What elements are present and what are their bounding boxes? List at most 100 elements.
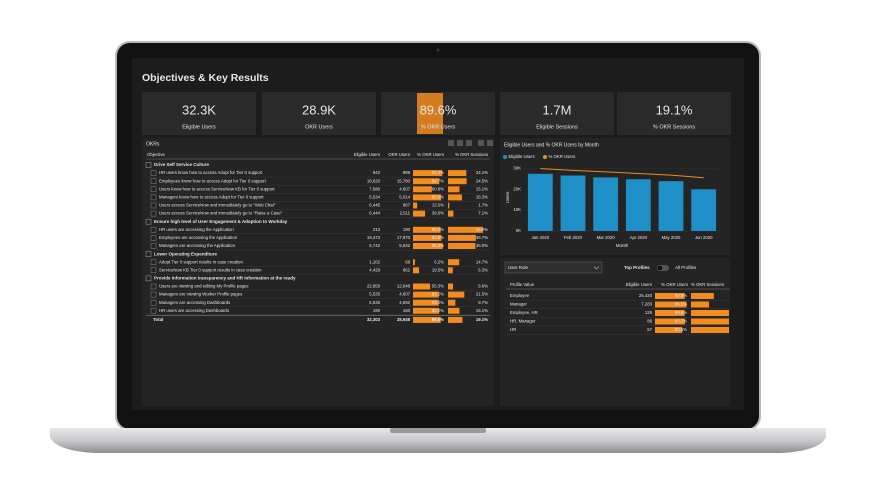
okr-users-bar bbox=[655, 310, 685, 316]
okr-sessions-bar bbox=[691, 327, 729, 333]
group-label: Ensure high level of User Engagement & A… bbox=[154, 219, 288, 224]
column-header: Objective bbox=[147, 152, 166, 157]
y-tick-label: 0K bbox=[516, 228, 521, 233]
cell: 15.1% bbox=[476, 308, 488, 313]
row-icon bbox=[150, 210, 157, 217]
cell: 6.3% bbox=[478, 267, 488, 272]
row-icon bbox=[150, 235, 157, 241]
cell: 5,742 bbox=[369, 243, 380, 248]
y-tick-label: 10K bbox=[513, 207, 521, 212]
eligible: 7,283 bbox=[641, 302, 652, 307]
toggle-left: Top Profiles bbox=[624, 265, 650, 270]
dashboard: 32.3K Eligible Users 28.9K OKR Users 89.6% % … bbox=[142, 92, 731, 406]
cell: 84.7% bbox=[432, 178, 444, 183]
collapse-icon[interactable] bbox=[145, 218, 152, 225]
cell: 91.8% bbox=[432, 235, 444, 240]
cell: 14.7% bbox=[476, 259, 488, 264]
row-icon bbox=[150, 291, 157, 298]
collapse-icon[interactable] bbox=[145, 251, 152, 257]
okr-sessions-bar bbox=[448, 243, 476, 249]
cell: 89.2% bbox=[432, 227, 444, 232]
panel-icon bbox=[487, 140, 493, 146]
cell: 18.3% bbox=[476, 195, 488, 200]
bar bbox=[593, 177, 619, 231]
panel-icon bbox=[478, 140, 484, 146]
cell: 22,859 bbox=[367, 284, 381, 289]
column-header: % OKR Users bbox=[661, 282, 688, 287]
bar bbox=[691, 189, 717, 231]
cell: 4,607 bbox=[399, 292, 410, 297]
row-icon bbox=[150, 259, 157, 265]
cell: 942 bbox=[373, 170, 381, 175]
panel-icon bbox=[466, 140, 472, 146]
cell: 83.0% bbox=[432, 300, 444, 305]
okr-users-bar bbox=[413, 267, 420, 274]
pct-users: 95.5% bbox=[675, 302, 687, 307]
row-icon bbox=[150, 299, 157, 306]
row-icon bbox=[150, 267, 157, 274]
cell: 94.4% bbox=[432, 170, 444, 175]
slicer-label: User Role bbox=[508, 265, 529, 270]
column-header: Profile Value bbox=[510, 282, 535, 287]
okr-title: OKRs bbox=[146, 141, 160, 147]
okr-users-bar bbox=[655, 318, 685, 325]
objective: ServiceNow KB Tier 0 support results in … bbox=[159, 267, 262, 272]
okr-users-bar bbox=[413, 299, 439, 306]
slicer[interactable] bbox=[504, 261, 603, 274]
okr-sessions-bar bbox=[448, 170, 467, 177]
x-axis-title: Month bbox=[616, 243, 629, 248]
cell: 60.8% bbox=[432, 186, 444, 191]
okr-sessions-bar bbox=[448, 234, 476, 241]
okr-users-bar bbox=[655, 327, 683, 333]
profile: Employee, HR bbox=[510, 310, 538, 315]
toggle-right: All Profiles bbox=[675, 265, 697, 270]
cell: 15,780 bbox=[397, 178, 411, 183]
row-icon bbox=[150, 194, 157, 201]
cell: 13.5% bbox=[432, 203, 444, 208]
kpi-label: OKR Users bbox=[305, 124, 333, 130]
collapse-icon[interactable] bbox=[145, 275, 152, 282]
column-header: % OKR Users bbox=[417, 152, 444, 157]
row-icon bbox=[150, 178, 157, 184]
row-icon bbox=[150, 186, 157, 193]
objective: Managers are accessing Dashboards bbox=[159, 300, 230, 305]
cell: 5,534 bbox=[369, 195, 380, 200]
legend-label: Eligible Users bbox=[509, 154, 535, 159]
y-tick-label: 20K bbox=[513, 186, 521, 191]
cell: 28,948 bbox=[397, 317, 411, 322]
pct-users: 90.7% bbox=[675, 319, 687, 324]
column-header: % OKR Sessions bbox=[455, 152, 488, 157]
cell: 19.5% bbox=[432, 267, 444, 272]
cell: 4,607 bbox=[399, 186, 410, 191]
objective: HR users are accessing the Application bbox=[159, 227, 234, 232]
cell: 5,535 bbox=[369, 300, 380, 305]
okr-users-bar bbox=[413, 234, 442, 241]
x-tick-label: May 2020 bbox=[662, 235, 681, 240]
line bbox=[540, 168, 704, 179]
column-header: Eligible Users bbox=[354, 152, 380, 157]
okr-sessions-bar bbox=[691, 310, 729, 316]
okr-sessions-bar bbox=[448, 202, 450, 209]
cell: 90.6% bbox=[432, 195, 444, 200]
profiles-panel-group: User Role Top Profiles All Profiles Profile… bbox=[500, 258, 730, 406]
cell: 55.3% bbox=[432, 284, 444, 289]
kpi-label: Eligible Users bbox=[182, 124, 216, 130]
okr-users-bar bbox=[413, 316, 441, 323]
cell: 1.7% bbox=[478, 203, 488, 208]
kpi-value: 1.7M bbox=[543, 102, 572, 117]
cell: 2,511 bbox=[400, 211, 411, 216]
okr-users-bar bbox=[413, 202, 418, 209]
okr-users-bar bbox=[413, 307, 440, 314]
objective: HR users know how to access Adopt for Ti… bbox=[159, 170, 263, 175]
panel-icon bbox=[457, 140, 463, 146]
cell: 190 bbox=[403, 227, 411, 232]
panel-icon bbox=[448, 140, 454, 146]
row-icon bbox=[150, 170, 157, 176]
cell: 45.9% bbox=[476, 227, 488, 232]
collapse-icon[interactable] bbox=[145, 162, 152, 168]
objective: Adopt Tier 0 support results in case cre… bbox=[159, 259, 243, 264]
bar bbox=[625, 179, 651, 231]
eligible: 125 bbox=[645, 310, 653, 315]
cell: 6.2% bbox=[434, 259, 444, 264]
legend-swatch bbox=[543, 155, 547, 159]
